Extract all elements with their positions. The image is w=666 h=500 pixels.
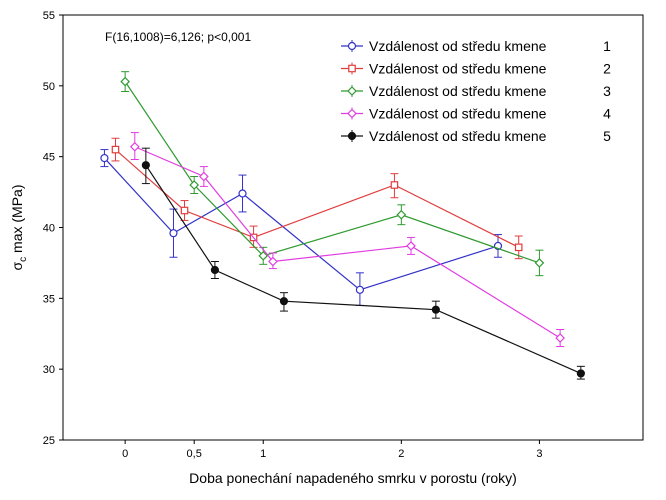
legend-marker — [347, 131, 357, 141]
data-point — [120, 76, 130, 87]
data-point — [100, 153, 109, 163]
data-point — [199, 171, 209, 182]
data-point — [268, 256, 278, 267]
x-tick-label: 0 — [122, 448, 128, 460]
legend-item-5: Vzdálenost od středu kmene 5 — [341, 128, 611, 144]
legend-label: Vzdálenost od středu kmene — [369, 61, 547, 77]
series-1 — [100, 149, 503, 306]
y-tick-label: 25 — [43, 435, 55, 447]
legend-marker — [348, 64, 356, 73]
data-point — [180, 206, 189, 215]
data-point — [534, 258, 545, 268]
x-axis-title: Doba ponechání napadeného smrku v porost… — [189, 470, 517, 486]
legend-item-4: Vzdálenost od středu kmene 4 — [341, 106, 611, 122]
axis-ticks: 25 30 35 40 45 50 55 0 0,5 1 2 3 — [43, 10, 543, 460]
y-tick-label: 55 — [43, 10, 55, 22]
legend-number: 2 — [603, 61, 611, 77]
data-point — [355, 285, 365, 294]
series-line — [103, 157, 499, 291]
y-axis-title-rest: max (MPa) — [9, 185, 25, 257]
y-tick-label: 35 — [43, 293, 55, 305]
data-point — [210, 265, 220, 275]
y-tick-label: 30 — [43, 364, 55, 376]
statistics-annotation: F(16,1008)=6,126; p<0,001 — [105, 30, 251, 44]
y-axis-title: σc max (MPa) — [9, 185, 29, 271]
legend-label: Vzdálenost od středu kmene — [369, 106, 547, 122]
legend-label: Vzdálenost od středu kmene — [369, 38, 547, 54]
series-3 — [120, 71, 545, 277]
series-5 — [141, 147, 585, 380]
data-point — [576, 369, 585, 378]
legend-number: 1 — [603, 38, 611, 54]
legend-label: Vzdálenost od středu kmene — [369, 128, 547, 144]
y-tick-label: 40 — [43, 223, 55, 235]
x-tick-label: 3 — [536, 448, 542, 460]
data-point — [431, 305, 440, 314]
y-axis-title-sigma: σ — [9, 261, 25, 270]
legend-number: 4 — [603, 106, 611, 122]
legend-item-3: Vzdálenost od středu kmene 3 — [341, 83, 611, 99]
data-point — [555, 333, 565, 343]
data-point — [514, 243, 523, 252]
data-point — [111, 145, 120, 154]
legend-marker — [347, 41, 357, 51]
data-point — [258, 250, 269, 261]
data-point — [141, 161, 150, 170]
y-tick-label: 50 — [43, 81, 55, 93]
data-point — [279, 297, 289, 306]
legend-number: 3 — [603, 83, 611, 99]
data-point — [396, 209, 407, 220]
data-point — [390, 181, 399, 189]
legend-label: Vzdálenost od středu kmene — [369, 83, 547, 99]
x-tick-label: 2 — [398, 448, 404, 460]
x-tick-label: 0,5 — [187, 448, 202, 460]
plot-area-frame — [62, 14, 644, 441]
x-tick-label: 1 — [260, 448, 266, 460]
data-point — [169, 229, 178, 238]
legend-marker — [347, 86, 357, 96]
y-axis-title-subscript: c — [18, 257, 29, 262]
legend-item-1: Vzdálenost od středu kmene 1 — [341, 38, 611, 54]
legend-item-2: Vzdálenost od středu kmene 2 — [341, 61, 611, 77]
y-tick-label: 45 — [43, 152, 55, 164]
data-point — [406, 241, 416, 251]
legend-number: 5 — [603, 128, 611, 144]
data-point — [129, 141, 140, 152]
series-4 — [129, 132, 565, 347]
legend-marker — [347, 108, 357, 119]
data-point — [189, 180, 200, 190]
series-layer — [100, 71, 585, 380]
data-point — [238, 189, 247, 198]
